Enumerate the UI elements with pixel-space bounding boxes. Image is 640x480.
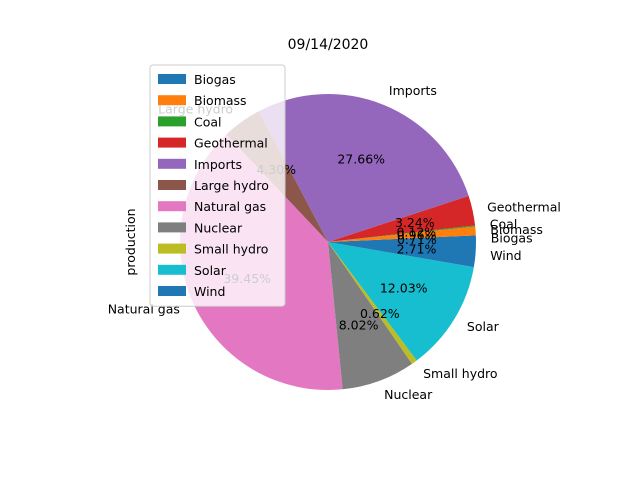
legend-swatch-large-hydro <box>158 180 186 190</box>
slice-coal <box>328 225 476 242</box>
legend-entry-nuclear: Nuclear <box>194 220 243 235</box>
y-axis-label: production <box>123 208 138 275</box>
legend-swatch-wind <box>158 286 186 296</box>
slice-percent-imports: 27.66% <box>337 152 385 167</box>
legend-entry-solar: Solar <box>194 263 227 278</box>
slice-label-small-hydro: Small hydro <box>423 366 497 381</box>
slice-biogas <box>328 235 476 242</box>
legend-entry-large-hydro: Large hydro <box>194 178 269 193</box>
legend-entry-biogas: Biogas <box>194 72 236 87</box>
slice-label-wind: Wind <box>490 248 521 263</box>
slice-wind <box>328 242 476 268</box>
legend-swatch-coal <box>158 116 186 127</box>
legend-entry-imports: Imports <box>194 157 242 172</box>
legend-swatch-geothermal <box>158 137 186 148</box>
slice-percent-coal: 0.12% <box>396 224 436 239</box>
legend-swatch-natural-gas <box>158 201 186 212</box>
slice-percent-solar: 12.03% <box>380 280 428 295</box>
legend-swatch-solar <box>158 264 186 275</box>
legend-swatch-biomass <box>158 95 186 106</box>
slice-label-imports: Imports <box>389 83 437 98</box>
slice-biomass <box>328 226 476 242</box>
slice-label-geothermal: Geothermal <box>487 199 561 214</box>
slice-small-hydro <box>328 242 417 364</box>
legend-entry-small-hydro: Small hydro <box>194 242 268 257</box>
slice-geothermal <box>328 195 476 242</box>
slice-label-biomass: Biomass <box>490 222 543 237</box>
legend-entry-geothermal: Geothermal <box>194 136 268 151</box>
legend-entry-biomass: Biomass <box>194 93 247 108</box>
slice-percent-wind: 2.71% <box>397 242 437 257</box>
slice-percent-small-hydro: 0.62% <box>360 306 400 321</box>
slice-label-nuclear: Nuclear <box>384 387 433 402</box>
slice-solar <box>328 242 474 361</box>
slice-label-coal: Coal <box>490 216 518 231</box>
chart-title: 09/14/2020 <box>288 37 369 53</box>
legend-entry-wind: Wind <box>194 284 225 299</box>
slice-label-solar: Solar <box>467 319 500 334</box>
slice-imports <box>258 94 469 242</box>
pie-slices <box>179 94 476 390</box>
slice-nuclear <box>328 242 413 390</box>
legend-entry-natural-gas: Natural gas <box>194 199 266 214</box>
slice-label-biogas: Biogas <box>491 230 533 245</box>
legend-swatch-small-hydro <box>158 243 186 254</box>
slice-percent-geothermal: 3.24% <box>395 215 435 230</box>
legend-entry-coal: Coal <box>194 114 222 129</box>
slice-percent-biogas: 0.71% <box>397 232 437 247</box>
legend-swatch-biogas <box>158 74 186 84</box>
legend: Biogas Biomass Coal Geothermal Imports Large … <box>149 64 286 307</box>
legend-swatch-nuclear <box>158 222 186 233</box>
slice-percent-nuclear: 8.02% <box>339 317 379 332</box>
legend-swatch-imports <box>158 158 186 169</box>
slice-percent-biomass: 0.96% <box>397 227 437 242</box>
